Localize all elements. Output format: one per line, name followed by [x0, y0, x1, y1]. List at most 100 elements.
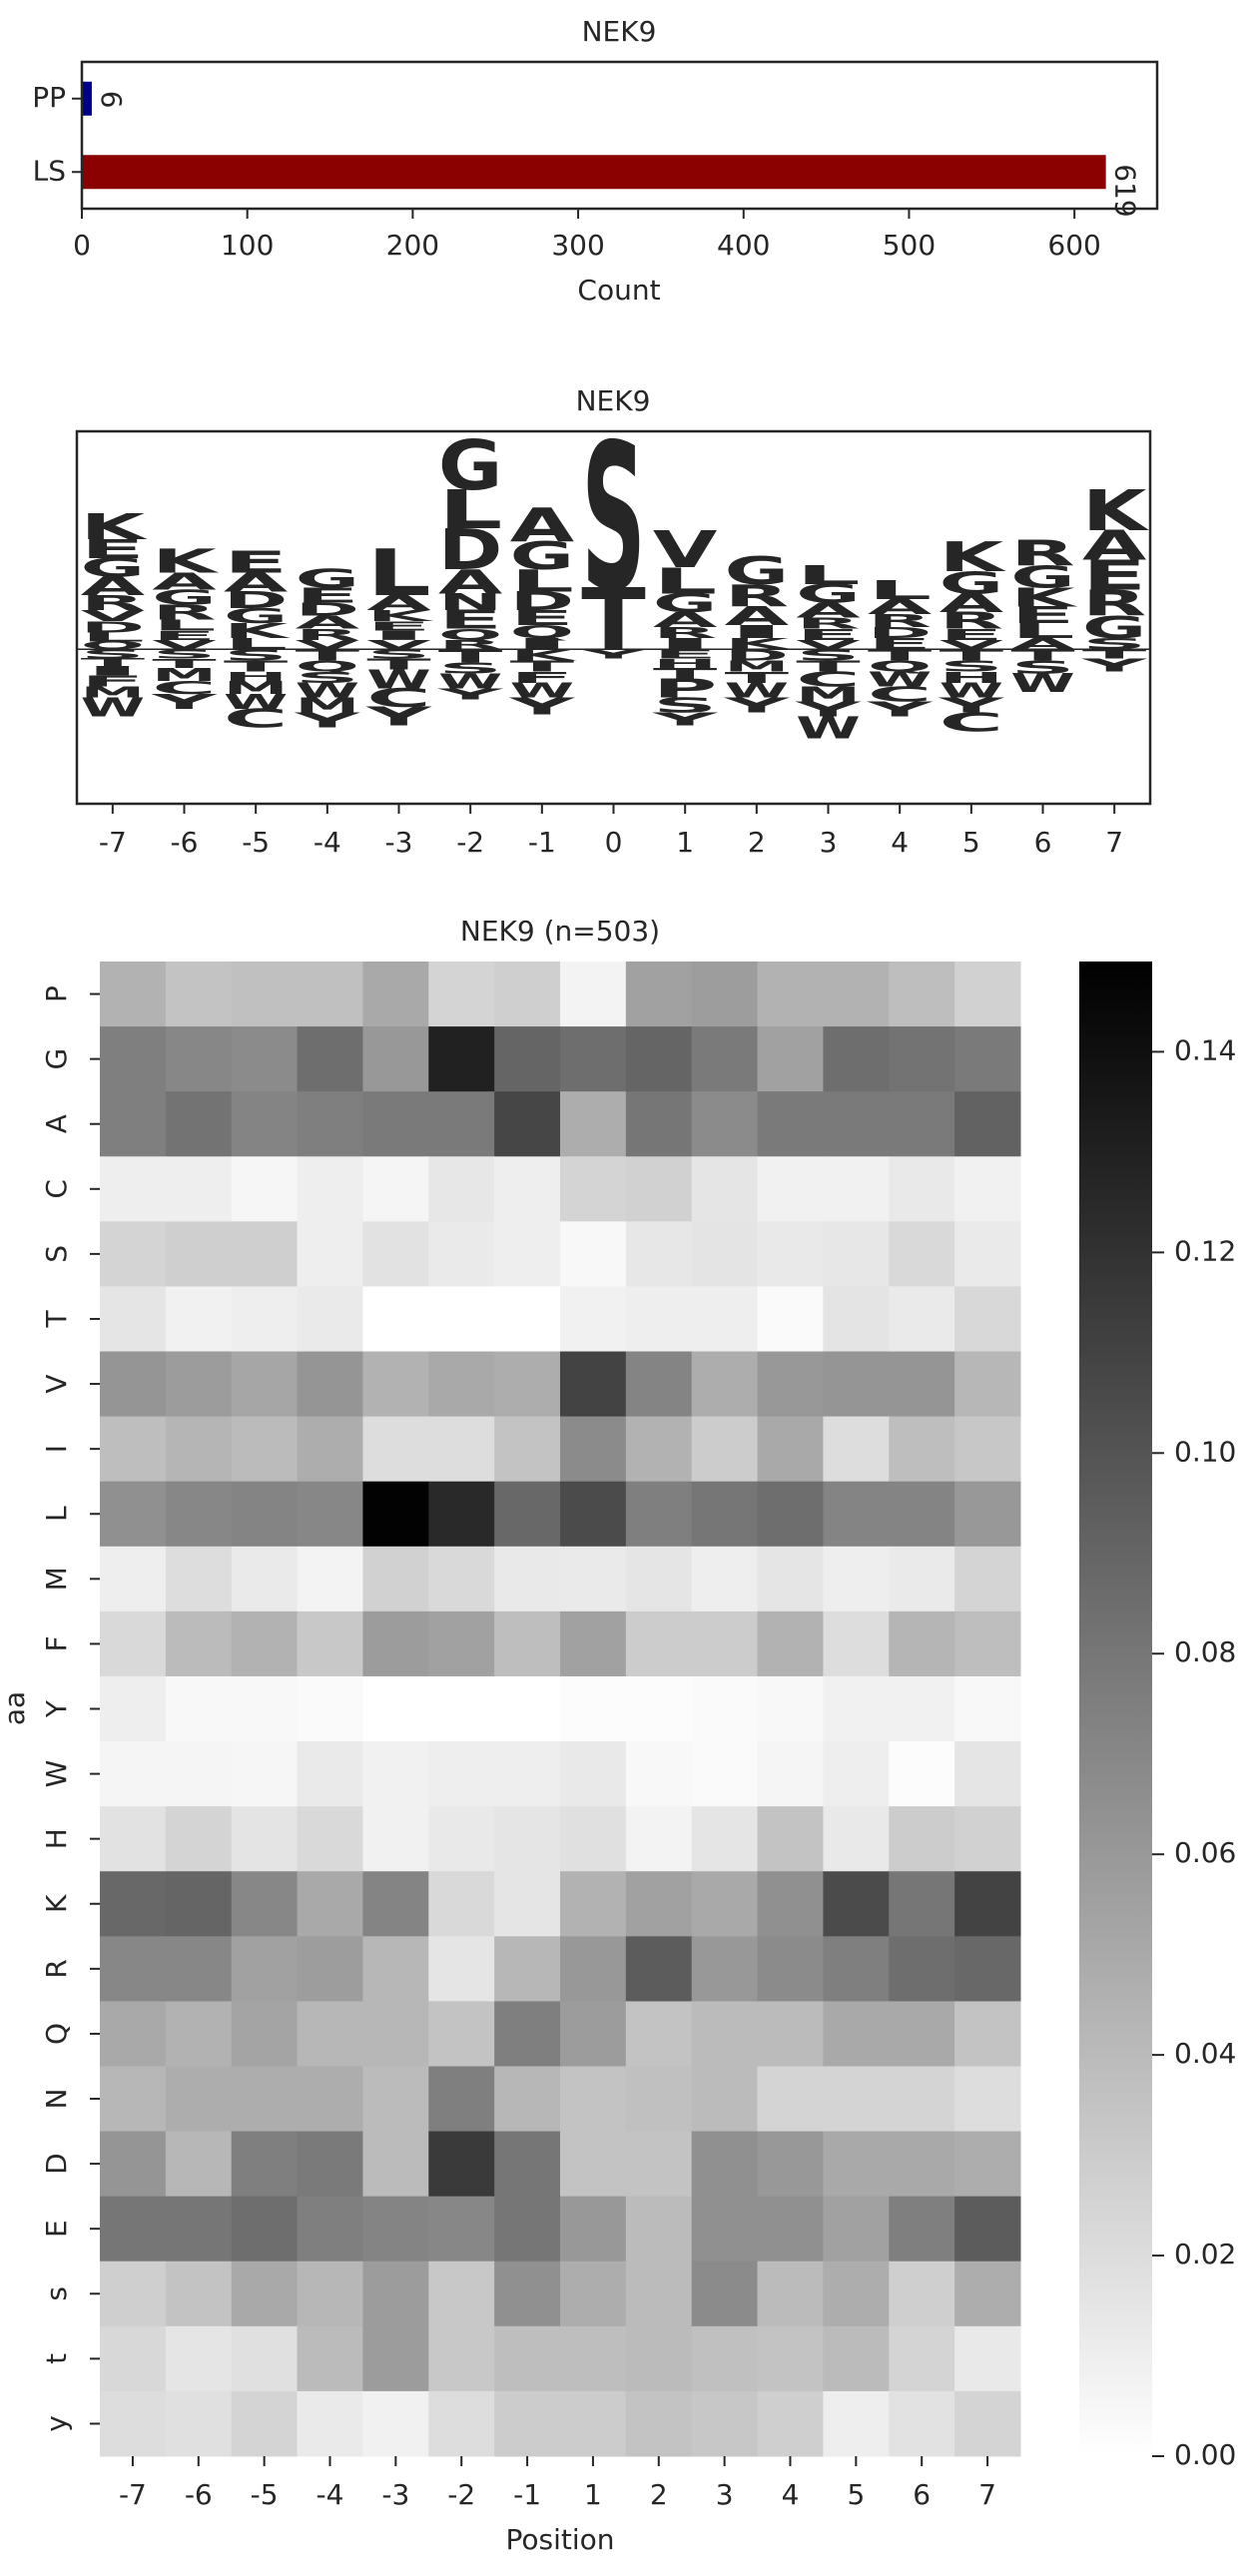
heatmap-cell [428, 1481, 495, 1548]
logo-letter: S [366, 647, 431, 662]
heatmap-cell [362, 1481, 429, 1548]
heatmap-cell [428, 1416, 495, 1483]
logo-letter: R [296, 626, 360, 644]
logo-letter: T [152, 656, 217, 671]
heatmap-cell [297, 962, 363, 1027]
logo-letter: Y [867, 698, 934, 722]
heatmap-cell [823, 2066, 890, 2133]
logo-letter: R [725, 578, 790, 614]
heatmap-cell [231, 2066, 299, 2133]
heatmap-cell [625, 2260, 693, 2327]
heatmap-cell [889, 1156, 955, 1222]
heatmap-cell [297, 2196, 363, 2262]
logo-letter: E [1010, 602, 1075, 629]
heatmap-cell [560, 2196, 627, 2262]
x-tick-label: 7 [978, 2478, 996, 2511]
heatmap-cell [494, 1156, 561, 1222]
heatmap-cell [362, 1156, 429, 1222]
heatmap-cell [954, 1936, 1021, 2002]
logo-letter: S [152, 647, 217, 662]
logo-letter: C [868, 683, 933, 707]
heatmap-cell [625, 1156, 693, 1222]
colorbar-tick-label: 0.00 [1174, 2438, 1236, 2471]
heatmap-cell [823, 1610, 890, 1677]
heatmap-cell [362, 1610, 429, 1677]
logo-letter: M [224, 677, 289, 698]
heatmap-cell [889, 2390, 955, 2457]
heatmap-cell [757, 1351, 824, 1418]
heatmap-cell [691, 1741, 759, 1807]
heatmap-cell [889, 1610, 955, 1677]
heatmap-cell [889, 2066, 955, 2133]
y-tick-label: PP [32, 81, 66, 114]
heatmap-cell [428, 1741, 495, 1807]
heatmap-cell [757, 1741, 824, 1807]
heatmap-cell [691, 1416, 759, 1483]
heatmap-cell [625, 1091, 693, 1157]
logo-letter: Q [438, 626, 503, 644]
logo-letter: G [438, 425, 503, 505]
heatmap-cell [231, 1675, 299, 1742]
logo-letter: K [366, 607, 433, 625]
heatmap-cell [954, 2001, 1021, 2067]
heatmap-cell [889, 1286, 955, 1353]
heatmap-cell [560, 2131, 627, 2198]
logo-letter: Y [580, 647, 648, 662]
heatmap-cell [823, 1741, 890, 1807]
heatmap-cell [100, 1806, 167, 1872]
heatmap-cell [691, 1806, 759, 1872]
heatmap-cell [428, 1806, 495, 1872]
heatmap-cell [362, 1026, 429, 1092]
logo-letter: T [868, 646, 933, 664]
heatmap-cell [165, 2066, 233, 2133]
heatmap-cell [297, 1546, 363, 1612]
heatmap-cell [954, 1351, 1021, 1418]
logo-letter: L [868, 575, 933, 605]
heatmap-cell [494, 2066, 561, 2133]
heatmap-cell [165, 1351, 233, 1418]
heatmap-cell [428, 1286, 495, 1353]
heatmap-cell [691, 1936, 759, 2002]
heatmap-cell [889, 1741, 955, 1807]
heatmap-cell [560, 1416, 627, 1483]
heatmap-cell [100, 962, 167, 1027]
logo-letter: C [224, 704, 289, 734]
heatmap-cell [165, 2001, 233, 2067]
logo-letter: H [653, 656, 718, 671]
heatmap-cell [560, 1741, 627, 1807]
heatmap-cell [494, 1026, 561, 1092]
logo-letter: W [796, 710, 861, 746]
heatmap-cell [757, 1286, 824, 1353]
heatmap-cell [823, 1806, 890, 1872]
heatmap-cell [691, 2001, 759, 2067]
x-tick-label: 0 [73, 229, 91, 262]
logo-letter: W [81, 693, 146, 723]
logo-letter: R [940, 608, 1004, 635]
logo-letter: L [510, 563, 575, 599]
heatmap-cell [823, 2325, 890, 2392]
x-tick-label: -6 [185, 2478, 213, 2511]
x-tick-label: 7 [1105, 826, 1123, 859]
heatmap-cell [165, 2260, 233, 2327]
heatmap-cell [297, 2001, 363, 2067]
heatmap-cell [823, 2196, 890, 2262]
heatmap-cell [823, 2390, 890, 2457]
heatmap-cell [889, 2001, 955, 2067]
x-tick-label: -4 [316, 2478, 344, 2511]
heatmap-cell [100, 1871, 167, 1937]
heatmap-y-label: aa [0, 1691, 31, 1725]
logo-letter: W [1010, 669, 1075, 699]
heatmap-cell [757, 1156, 824, 1222]
heatmap-cell [362, 1871, 429, 1937]
y-tick-label: LS [33, 154, 66, 187]
heatmap-cell [100, 2001, 167, 2067]
heatmap-cell [297, 2260, 363, 2327]
heatmap-cell [100, 2390, 167, 2457]
heatmap-cell [560, 1026, 627, 1092]
heatmap-cell [889, 2196, 955, 2262]
x-tick-label: 6 [1034, 826, 1052, 859]
heatmap-cell [889, 1936, 955, 2002]
logo-letter: C [796, 668, 861, 692]
heatmap-cell [231, 2196, 299, 2262]
heatmap-cell [691, 1546, 759, 1612]
